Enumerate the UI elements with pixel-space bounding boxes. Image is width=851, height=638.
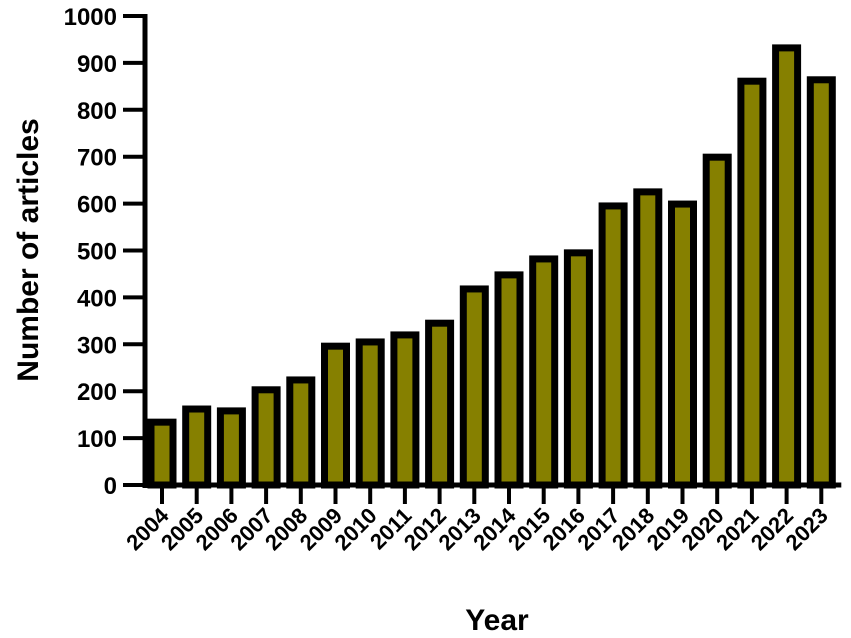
bar-2018 (633, 188, 663, 489)
y-tick-label: 500 (77, 239, 117, 266)
bar-2022 (772, 44, 802, 489)
bar-2005 (182, 405, 212, 489)
bar-2016 (563, 249, 593, 489)
y-tick-label: 600 (77, 192, 117, 219)
bar-2011 (390, 331, 420, 489)
y-axis: 0 100 200 300 400 500 600 700 800 900 1000 (64, 4, 148, 500)
bar-2012 (425, 319, 455, 489)
y-tick-label: 300 (77, 332, 117, 359)
y-tick-label: 700 (77, 145, 117, 172)
bar-2010 (355, 338, 385, 489)
bar-2004 (147, 418, 177, 489)
bar-2023 (806, 76, 836, 489)
y-tick-label: 400 (77, 285, 117, 312)
bar-2007 (251, 386, 281, 489)
x-tick-label: 2023 (781, 503, 833, 555)
bar-2014 (494, 271, 524, 489)
x-axis-title: Year (465, 604, 529, 637)
bar-2009 (321, 342, 350, 489)
bar-2021 (737, 77, 767, 489)
bar-2015 (529, 255, 559, 489)
bars (147, 44, 836, 489)
y-tick-label: 800 (77, 98, 117, 125)
y-tick-label: 1000 (64, 4, 117, 31)
bar-2013 (459, 285, 489, 489)
bar-2019 (668, 200, 697, 489)
bar-2008 (286, 376, 316, 489)
y-tick-label: 0 (104, 473, 117, 500)
x-axis: 2004200520062007200820092010201120122013… (121, 482, 842, 555)
y-tick-label: 200 (77, 379, 117, 406)
bar-2020 (702, 153, 732, 489)
y-tick-label: 900 (77, 51, 117, 78)
bar-2017 (598, 202, 628, 489)
bar-2006 (216, 407, 246, 489)
y-axis-title: Number of articles (12, 118, 45, 381)
y-tick-label: 100 (77, 426, 117, 453)
